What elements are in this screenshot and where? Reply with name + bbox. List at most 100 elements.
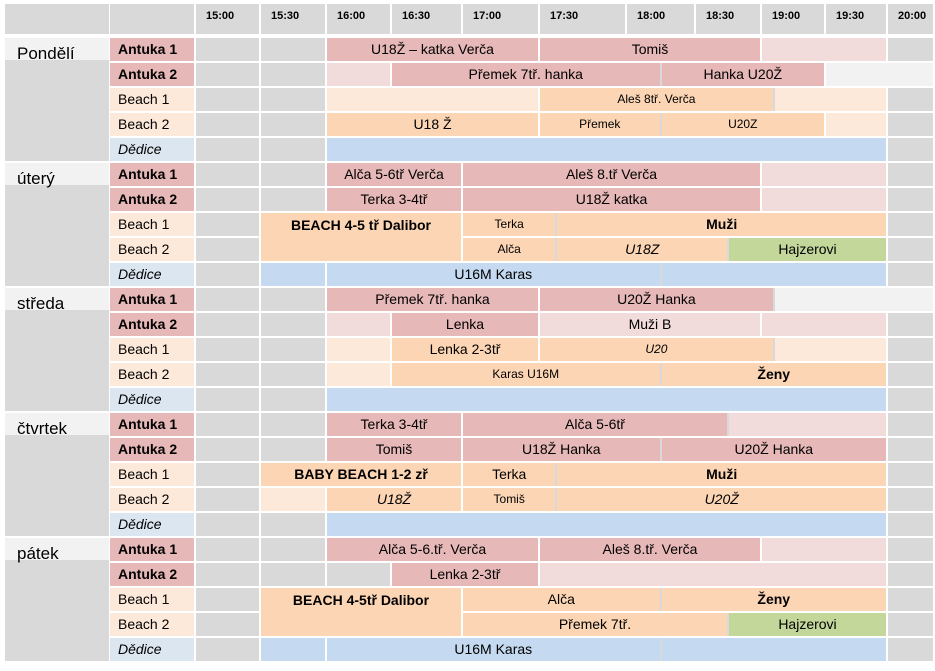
training-block[interactable]: U16M Karas [327,263,660,286]
training-block[interactable]: U16M Karas [327,638,660,661]
training-block[interactable]: BEACH 4-5tř Dalibor [261,588,461,636]
reserved-slot[interactable] [327,63,390,86]
empty-slot [196,613,259,636]
empty-slot [888,38,933,61]
reserved-slot[interactable] [327,388,886,411]
reserved-slot[interactable] [261,488,325,511]
empty-slot [888,188,933,211]
empty-slot [261,563,325,586]
reserved-slot[interactable] [762,188,886,211]
training-block[interactable]: Lenka 2-3tř [392,338,538,361]
reserved-slot[interactable] [661,263,886,286]
training-block[interactable]: Přemek 7tř. [463,613,727,636]
training-block[interactable]: U20Z [661,113,824,136]
empty-slot [196,213,259,236]
empty-slot [261,313,325,336]
training-block[interactable]: Tomiš [540,38,760,61]
empty-slot [196,188,259,211]
court-label: Beach 1 [110,213,194,236]
reserved-slot[interactable] [729,413,886,436]
training-block[interactable]: Ženy [661,588,886,611]
reserved-slot[interactable] [261,638,325,661]
reserved-slot[interactable] [327,513,886,536]
training-block[interactable]: Alča 5-6.tř. Verča [327,538,538,561]
training-block[interactable]: BABY BEACH 1-2 zř [261,463,461,486]
empty-slot [261,363,325,386]
empty-slot [196,638,259,661]
training-block[interactable]: Terka 3-4tř [327,188,461,211]
reserved-slot[interactable] [826,113,886,136]
reserved-slot[interactable] [327,88,538,111]
training-block[interactable]: U20Ž Hanka [661,438,886,461]
empty-slot [196,463,259,486]
training-block[interactable]: Lenka 2-3tř [392,563,538,586]
empty-slot [327,563,390,586]
training-block[interactable]: U20Ž [557,488,886,511]
training-block[interactable]: Alča [463,588,660,611]
training-block[interactable]: Aleš 8tř. Verča [540,88,773,111]
training-block[interactable]: Alča 5-6tř [463,413,727,436]
empty-slot [888,563,933,586]
empty-slot [261,538,325,561]
empty-slot [888,363,933,386]
training-block[interactable]: Terka 3-4tř [327,413,461,436]
training-block[interactable]: Muži B [540,313,760,336]
training-block[interactable]: Alča [463,238,556,261]
training-block[interactable]: Přemek [540,113,660,136]
reserved-slot[interactable] [661,638,886,661]
day-name: Pondělí [5,38,109,63]
reserved-slot[interactable] [774,288,933,311]
training-block[interactable]: U18Ž Hanka [463,438,660,461]
empty-slot [888,513,933,536]
reserved-slot[interactable] [762,538,886,561]
training-block[interactable]: Aleš 8.tř Verča [463,163,760,186]
training-block[interactable]: U18 Ž [327,113,538,136]
training-block[interactable]: Muži [557,463,886,486]
training-block[interactable]: Lenka [392,313,538,336]
training-block[interactable]: U20Ž Hanka [540,288,773,311]
training-block[interactable]: Tomiš [327,438,461,461]
training-block[interactable]: Terka [463,213,556,236]
reserved-slot[interactable] [327,313,390,336]
training-block[interactable]: Přemek 7tř. hanka [392,63,660,86]
reserved-slot[interactable] [762,313,886,336]
reserved-slot[interactable] [327,363,390,386]
empty-slot [196,113,259,136]
empty-slot [196,263,259,286]
training-block[interactable]: Alča 5-6tř Verča [327,163,461,186]
training-block[interactable]: U20 [540,338,773,361]
reserved-slot[interactable] [261,263,325,286]
court-label: Dědice [110,138,194,161]
time-header: 17:30 [540,4,625,34]
training-block[interactable]: U18Ž – katka Verča [327,38,538,61]
reserved-slot[interactable] [826,63,933,86]
court-label: Beach 1 [110,88,194,111]
time-header: 18:30 [696,4,760,34]
training-block[interactable]: Terka [463,463,556,486]
empty-slot [196,88,259,111]
court-label: Antuka 2 [110,188,194,211]
day-block: středa [5,288,109,411]
reserved-slot[interactable] [327,138,886,161]
reserved-slot[interactable] [540,563,886,586]
training-block[interactable]: BEACH 4-5 tř Dalibor [261,213,461,261]
training-block[interactable]: Hajzerovi [729,613,886,636]
training-block[interactable]: Hajzerovi [729,238,886,261]
training-block[interactable]: Hanka U20Ž [661,63,824,86]
training-block[interactable]: Muži [557,213,886,236]
empty-slot [196,63,259,86]
reserved-slot[interactable] [774,88,886,111]
training-block[interactable]: Karas U16M [392,363,660,386]
training-block[interactable]: U18Ž [327,488,461,511]
training-block[interactable]: Přemek 7tř. hanka [327,288,538,311]
reserved-slot[interactable] [774,338,886,361]
training-block[interactable]: Ženy [661,363,886,386]
empty-slot [888,538,933,561]
training-block[interactable]: Tomiš [463,488,556,511]
training-block[interactable]: Aleš 8.tř. Verča [540,538,760,561]
reserved-slot[interactable] [762,163,886,186]
reserved-slot[interactable] [762,38,886,61]
training-block[interactable]: U18Z [557,238,727,261]
reserved-slot[interactable] [327,338,390,361]
training-block[interactable]: U18Ž katka [463,188,760,211]
